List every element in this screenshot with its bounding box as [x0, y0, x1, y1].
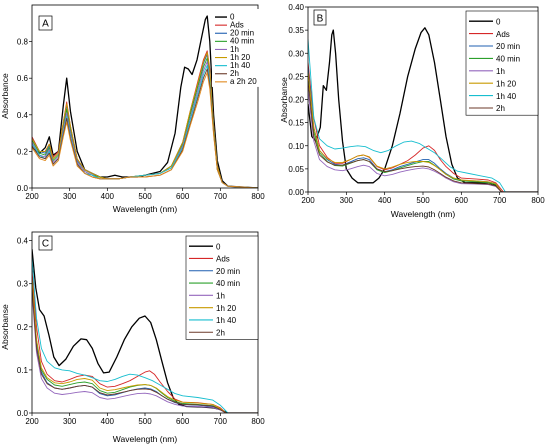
panel-b-legend-label: Ads	[496, 30, 510, 39]
panel-a-legend-label: 1h 40	[230, 61, 251, 70]
panel-b-x-tick-label: 600	[455, 196, 469, 205]
panel-c-legend-label: 0	[216, 242, 221, 251]
panel-c-series-40-min	[32, 279, 258, 413]
panel-a-legend-label: 0	[230, 12, 235, 21]
panel-c-letter-box	[38, 235, 53, 251]
panel-a-x-tick-label: 800	[251, 192, 265, 201]
panel-a-legend-label: 1h	[230, 45, 239, 54]
panel-b-x-tick-label: 700	[493, 196, 507, 205]
panel-b-y-tick-label: 0.10	[288, 142, 304, 151]
panel-a-legend-label: 20 min	[230, 29, 254, 38]
panel-b-legend-label: 0	[496, 17, 501, 26]
panel-a-x-tick-label: 300	[63, 192, 77, 201]
panel-b-y-tick-label: 0.30	[288, 49, 304, 58]
panel-c-y-axis-title: Absorbanse	[0, 304, 10, 350]
panel-b-legend-label: 20 min	[496, 42, 520, 51]
panel-b-legend-label: 1h 20	[496, 79, 517, 88]
panel-c-legend-label: 20 min	[216, 267, 240, 276]
panel-c-y-tick-label: 0.3	[17, 280, 29, 289]
panel-a-x-tick-label: 500	[138, 192, 152, 201]
panel-b-chart: Absorbanse Wavelength (nm) 200 300 400 500 6…	[279, 3, 545, 219]
panel-a-y-tick-label: 0.8	[17, 38, 29, 47]
panel-b-y-tick-label: 0.00	[288, 188, 304, 197]
panel-a-x-tick-label: 200	[25, 192, 39, 201]
panel-b-y-axis-title: Absorbanse	[279, 77, 289, 123]
panel-c-legend-label: 2h	[216, 328, 225, 337]
panel-c-x-tick-label: 800	[251, 417, 265, 426]
panel-a-letter: A	[42, 19, 49, 30]
panel-c-legend-box	[185, 235, 259, 340]
panel-b-y-tick-label: 0.40	[288, 3, 304, 12]
panel-c-legend-label: 40 min	[216, 279, 240, 288]
panel-b-legend-box	[465, 10, 539, 116]
panel-b-series-1h	[308, 90, 538, 192]
panel-c-y-tick-label: 0.0	[17, 409, 29, 418]
panel-c-series-1h-40	[32, 257, 258, 413]
panel-b-legend-label: 40 min	[496, 55, 520, 64]
panel-a-series-group	[32, 15, 258, 188]
panel-c-series-group	[32, 249, 258, 413]
panel-c-legend-label: Ads	[216, 255, 230, 264]
panel-b-y-tick-label: 0.35	[288, 26, 304, 35]
panel-b-series-2h	[308, 80, 538, 192]
panel-a-chart: Absorbance Wavelength (nm) 200 300 400 500 6…	[0, 4, 265, 214]
panel-a-y-tick-label: 0.6	[17, 74, 29, 83]
panel-a-y-tick-label: 0.2	[17, 147, 29, 156]
panel-c-series-2h	[32, 287, 258, 413]
panel-b-series-group	[308, 27, 538, 192]
panel-b-x-axis-title: Wavelength (nm)	[391, 209, 456, 219]
panel-b-x-tick-label: 300	[340, 196, 354, 205]
panel-b-x-tick-label: 200	[301, 196, 315, 205]
panel-b-series-1h-20	[308, 71, 538, 192]
panel-c-y-tick-label: 0.4	[17, 237, 29, 246]
panel-a-x-tick-label: 700	[214, 192, 228, 201]
panel-b-legend-label: 1h	[496, 67, 505, 76]
panel-a-y-axis-title: Absorbance	[0, 73, 10, 119]
panel-b-x-tick-label: 400	[378, 196, 392, 205]
panel-c-x-tick-label: 300	[63, 417, 77, 426]
panel-c-letter: C	[42, 239, 49, 250]
panel-a-legend-label: 40 min	[230, 37, 254, 46]
panel-b-y-tick-label: 0.20	[288, 96, 304, 105]
panel-c-chart: Absorbanse Wavelength (nm) 200 300 400 500 6…	[0, 231, 265, 444]
panel-c-x-tick-label: 200	[25, 417, 39, 426]
panel-a-x-tick-label: 400	[101, 192, 115, 201]
panel-b-y-tick-label: 0.15	[288, 119, 304, 128]
panel-c-legend-label: 1h 20	[216, 304, 237, 313]
panel-a-legend-label: a 2h 20	[230, 77, 257, 86]
panel-a-series-a-2h-20	[32, 72, 258, 188]
panel-a-y-tick-label: 0.0	[17, 184, 29, 193]
panel-b-legend-label: 2h	[496, 104, 505, 113]
panel-c-x-tick-label: 600	[176, 417, 190, 426]
panel-a-legend-label: 2h	[230, 69, 239, 78]
panel-a-legend-label: Ads	[230, 21, 244, 30]
panel-a-letter-box	[38, 15, 53, 31]
panel-b-y-tick-label: 0.25	[288, 72, 304, 81]
panel-b-y-tick-label: 0.05	[288, 165, 304, 174]
panel-a-y-tick-label: 0.4	[17, 111, 29, 120]
panel-c-series-1h	[32, 292, 258, 413]
panel-c-legend-label: 1h 40	[216, 316, 237, 325]
panel-c-legend-label: 1h	[216, 292, 225, 301]
panel-b-series-ads	[308, 62, 538, 192]
panel-b-x-tick-label: 800	[531, 196, 545, 205]
panel-a-x-axis-title: Wavelength (nm)	[113, 204, 178, 214]
panel-c-x-tick-label: 500	[138, 417, 152, 426]
panel-b-x-tick-label: 500	[416, 196, 430, 205]
panel-c-x-tick-label: 400	[101, 417, 115, 426]
panel-c-y-tick-label: 0.1	[17, 366, 29, 375]
panel-b-legend-label: 1h 40	[496, 92, 517, 101]
panel-c-x-tick-label: 700	[214, 417, 228, 426]
panel-c-y-tick-label: 0.2	[17, 323, 29, 332]
panel-c-series-1h-20	[32, 279, 258, 413]
panel-b-letter-box	[313, 9, 327, 26]
panel-b-series-1h-40	[308, 39, 538, 192]
panel-a-legend-label: 1h 20	[230, 53, 251, 62]
panel-a-x-tick-label: 600	[176, 192, 190, 201]
panel-b-series-40-min	[308, 71, 538, 192]
panel-c-x-axis-title: Wavelength (nm)	[113, 434, 178, 444]
panel-b-letter: B	[317, 14, 324, 25]
